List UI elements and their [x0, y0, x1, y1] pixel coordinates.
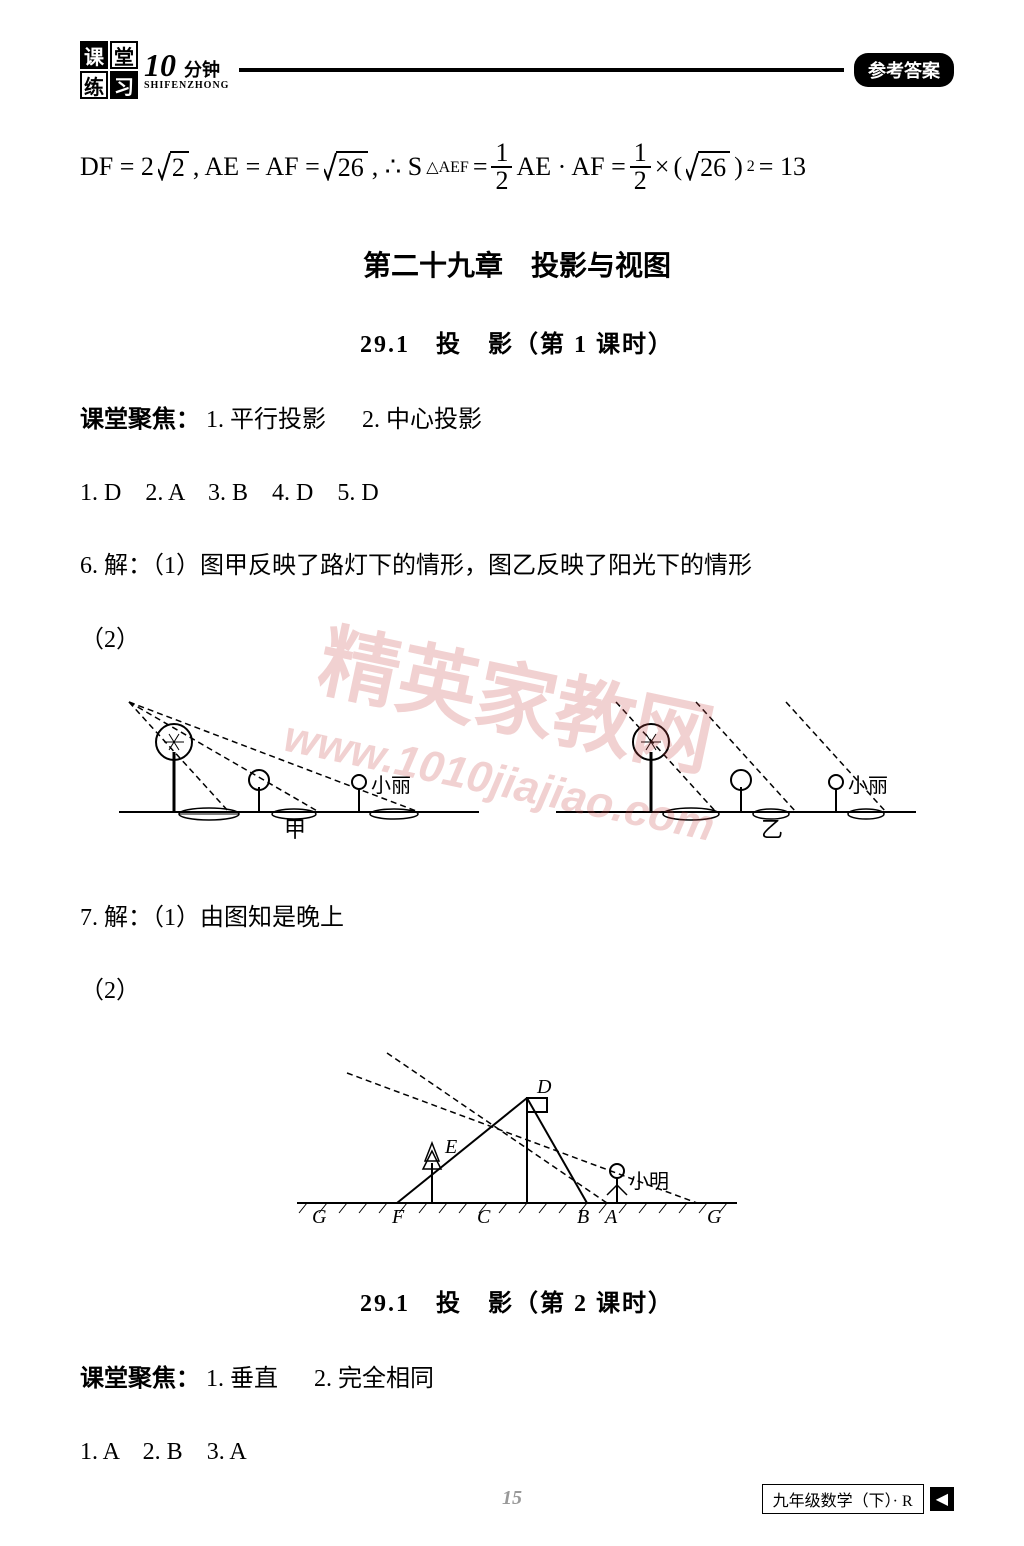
numerator: 1: [630, 140, 651, 168]
svg-text:乙: 乙: [761, 817, 783, 842]
svg-text:小明: 小明: [629, 1170, 669, 1193]
diagram-yi: 小丽 乙: [556, 692, 916, 847]
sqrt-icon: 2: [158, 151, 189, 183]
logo-cell: 堂: [110, 41, 138, 69]
focus-label: 课堂聚焦：: [80, 1366, 200, 1392]
math-text: ×: [655, 152, 670, 182]
logo-grid: 课 堂 练 习: [80, 41, 138, 99]
denominator: 2: [630, 168, 651, 194]
section-title: 29.1 投 影（第 1 课时）: [80, 324, 954, 359]
page-number: 15: [502, 1487, 522, 1510]
math-text: (: [673, 152, 682, 182]
math-text: =: [473, 152, 488, 182]
focus-line: 课堂聚焦： 1. 垂直 2. 完全相同: [80, 1358, 954, 1401]
sqrt-icon: 26: [324, 151, 368, 183]
diagram-row-2: D E G F C B A G 小明: [80, 1043, 954, 1243]
focus-item: 1. 平行投影: [206, 407, 326, 433]
fraction: 1 2: [630, 140, 651, 194]
focus-item: 1. 垂直: [206, 1366, 278, 1392]
svg-text:小丽: 小丽: [848, 774, 888, 797]
mc-answers: 1. D 2. A 3. B 4. D 5. D: [80, 472, 954, 515]
subscript: △AEF: [426, 157, 469, 177]
math-text: ): [734, 152, 743, 182]
sqrt-value: 26: [698, 151, 730, 183]
diagram-jia: 小丽 甲: [119, 692, 479, 847]
sqrt-value: 26: [336, 151, 368, 183]
ten-unit: 分钟: [184, 60, 220, 80]
pinyin: SHIFENZHONG: [144, 81, 229, 91]
math-text: = 13: [759, 152, 806, 182]
diagram-row-1: 小丽 甲 小丽: [80, 692, 954, 847]
grade-badge: 九年级数学（下）· R: [762, 1484, 924, 1514]
svg-text:C: C: [477, 1206, 491, 1228]
denominator: 2: [491, 168, 512, 194]
svg-text:F: F: [391, 1206, 405, 1228]
logo-cell: 课: [80, 41, 108, 69]
triangle-projection-diagram-icon: D E G F C B A G 小明: [277, 1043, 757, 1243]
logo-cell: 练: [80, 71, 108, 99]
svg-text:甲: 甲: [284, 817, 306, 842]
header-left: 课 堂 练 习 10 分钟 SHIFENZHONG: [80, 41, 229, 99]
header-rule: [239, 68, 844, 72]
question-7-part2: （2）: [80, 970, 954, 1013]
ten-minute-logo: 10 分钟 SHIFENZHONG: [144, 49, 229, 91]
section-title: 29.1 投 影（第 2 课时）: [80, 1283, 954, 1318]
svg-text:E: E: [444, 1136, 457, 1158]
math-text: DF = 2: [80, 152, 154, 182]
svg-text:G: G: [312, 1206, 327, 1228]
page-header: 课 堂 练 习 10 分钟 SHIFENZHONG 参考答案: [80, 40, 954, 100]
projection-diagram-icon: 小丽 甲: [119, 692, 479, 842]
sqrt-icon: 26: [686, 151, 730, 183]
chapter-title: 第二十九章 投影与视图: [80, 244, 954, 284]
focus-line: 课堂聚焦： 1. 平行投影 2. 中心投影: [80, 399, 954, 442]
question-7: 7. 解：（1）由图知是晚上: [80, 897, 954, 940]
ten-number: 10: [144, 47, 176, 83]
answer-badge: 参考答案: [854, 53, 954, 87]
math-text: AE · AF =: [516, 152, 625, 182]
focus-item: 2. 中心投影: [362, 407, 482, 433]
svg-text:小丽: 小丽: [371, 774, 411, 797]
arrow-left-icon: ◀: [930, 1487, 954, 1511]
sqrt-value: 2: [170, 151, 189, 183]
numerator: 1: [491, 140, 512, 168]
svg-text:D: D: [536, 1076, 552, 1098]
math-text: , AE = AF =: [193, 152, 320, 182]
math-text: , ∴ S: [372, 152, 423, 182]
question-6-part2: （2）: [80, 619, 954, 662]
page-footer: 15 九年级数学（下）· R ◀: [0, 1487, 1024, 1510]
math-equation: DF = 2 2 , AE = AF = 26 , ∴ S △AEF = 1 2…: [80, 140, 954, 194]
focus-item: 2. 完全相同: [314, 1366, 434, 1392]
mc-answers: 1. A 2. B 3. A: [80, 1431, 954, 1474]
superscript: 2: [747, 158, 755, 176]
svg-text:B: B: [577, 1206, 589, 1228]
fraction: 1 2: [491, 140, 512, 194]
svg-text:A: A: [603, 1206, 618, 1228]
svg-text:G: G: [707, 1206, 722, 1228]
projection-diagram-icon: 小丽 乙: [556, 692, 916, 842]
focus-label: 课堂聚焦：: [80, 407, 200, 433]
footer-right: 九年级数学（下）· R ◀: [762, 1484, 954, 1514]
logo-cell: 习: [110, 71, 138, 99]
question-6: 6. 解：（1）图甲反映了路灯下的情形，图乙反映了阳光下的情形: [80, 545, 954, 588]
